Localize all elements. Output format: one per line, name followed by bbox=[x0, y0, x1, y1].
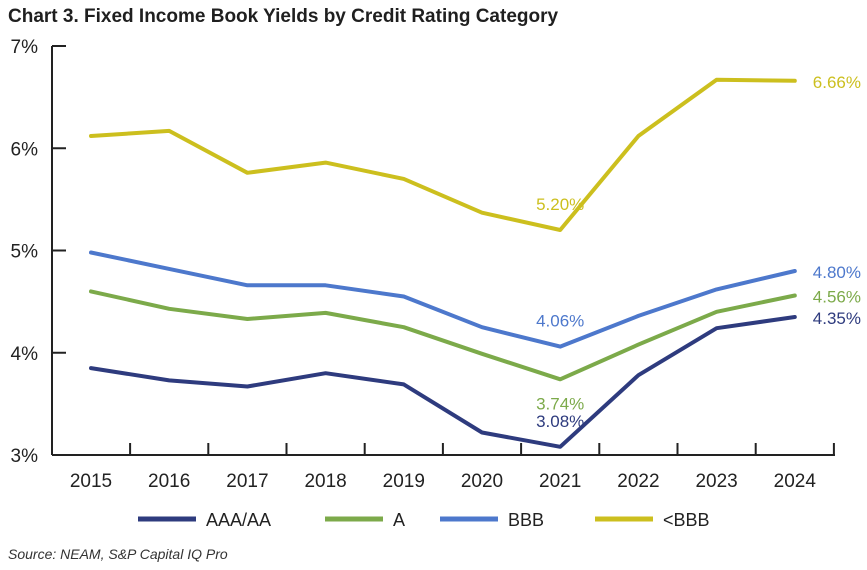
data-label: 4.35% bbox=[813, 309, 861, 328]
x-tick-label: 2015 bbox=[70, 471, 112, 492]
data-label: 4.80% bbox=[813, 263, 861, 282]
data-label: 6.66% bbox=[813, 73, 861, 92]
x-tick-label: 2021 bbox=[539, 471, 581, 492]
series-line-3 bbox=[89, 77, 797, 232]
y-tick-label: 3% bbox=[11, 446, 39, 467]
chart-title: Chart 3. Fixed Income Book Yields by Cre… bbox=[8, 6, 559, 27]
legend-label: <BBB bbox=[663, 510, 710, 530]
data-label: 3.08% bbox=[536, 412, 584, 431]
series-line-1 bbox=[89, 289, 797, 382]
x-tick-label: 2024 bbox=[774, 471, 817, 492]
chart-source: Source: NEAM, S&P Capital IQ Pro bbox=[8, 546, 228, 562]
x-tick-label: 2019 bbox=[383, 471, 425, 492]
data-label: 4.06% bbox=[536, 312, 584, 331]
legend-label: BBB bbox=[508, 510, 544, 530]
series-line-0 bbox=[89, 315, 797, 449]
y-tick-label: 4% bbox=[11, 344, 39, 365]
y-tick-label: 5% bbox=[11, 242, 39, 263]
x-tick-label: 2022 bbox=[617, 471, 659, 492]
data-label: 4.56% bbox=[813, 287, 861, 306]
y-tick-label: 7% bbox=[11, 37, 39, 58]
y-tick-label: 6% bbox=[11, 139, 39, 160]
data-label: 5.20% bbox=[536, 195, 584, 214]
x-tick-label: 2020 bbox=[461, 471, 503, 492]
x-tick-label: 2023 bbox=[695, 471, 737, 492]
x-tick-label: 2018 bbox=[304, 471, 346, 492]
legend-label: AAA/AA bbox=[206, 510, 271, 530]
legend-label: A bbox=[393, 510, 405, 530]
x-tick-label: 2017 bbox=[226, 471, 268, 492]
x-tick-label: 2016 bbox=[148, 471, 190, 492]
data-label: 3.74% bbox=[536, 394, 584, 413]
series-line-2 bbox=[89, 250, 797, 349]
